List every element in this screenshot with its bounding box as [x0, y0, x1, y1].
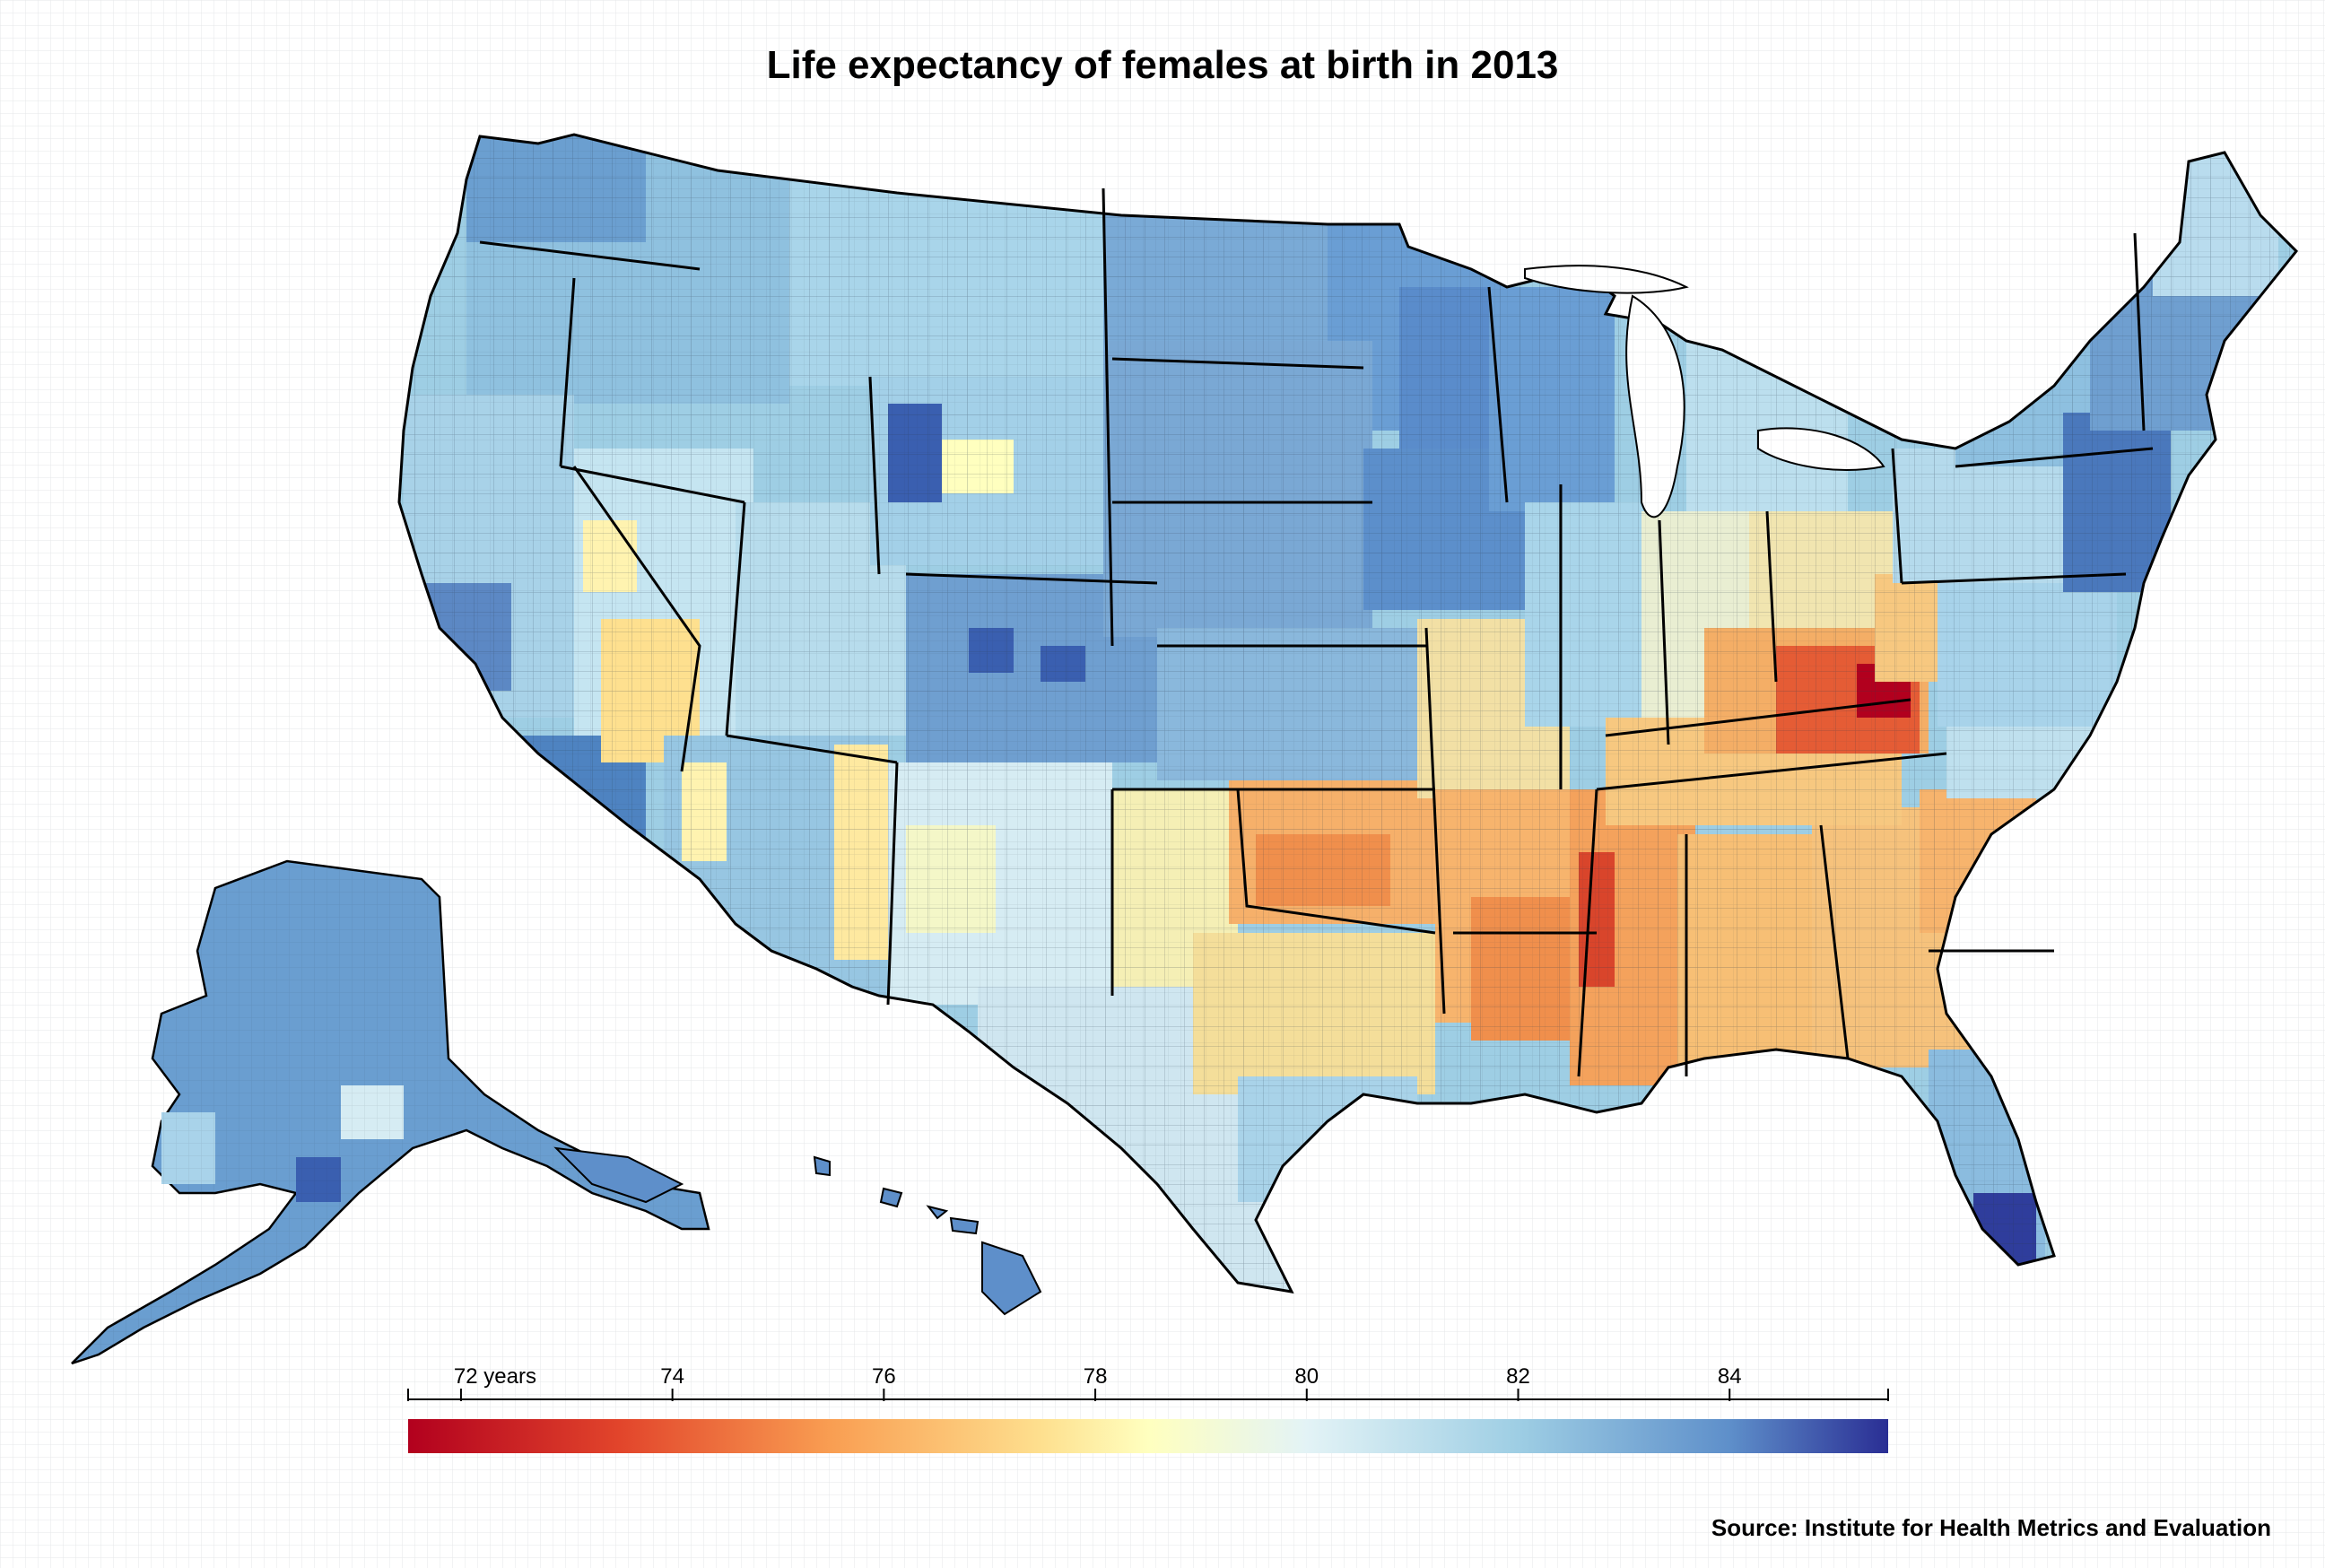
- legend-ticks: 72 years 74 76 78 80 82 84: [407, 1364, 1889, 1401]
- source-credit: Source: Institute for Health Metrics and…: [1711, 1514, 2271, 1541]
- legend-tick-label: 80: [1294, 1364, 1319, 1389]
- legend-tick-label: 72 years: [454, 1364, 536, 1389]
- legend-tick-label: 84: [1718, 1364, 1742, 1389]
- legend-tick-label: 76: [872, 1364, 896, 1389]
- hawaii: [813, 1155, 1042, 1316]
- legend-tick-label: 74: [660, 1364, 684, 1389]
- legend-tick-label: 82: [1506, 1364, 1530, 1389]
- legend-tick-label: 78: [1084, 1364, 1108, 1389]
- legend-color-bar: [408, 1419, 1888, 1453]
